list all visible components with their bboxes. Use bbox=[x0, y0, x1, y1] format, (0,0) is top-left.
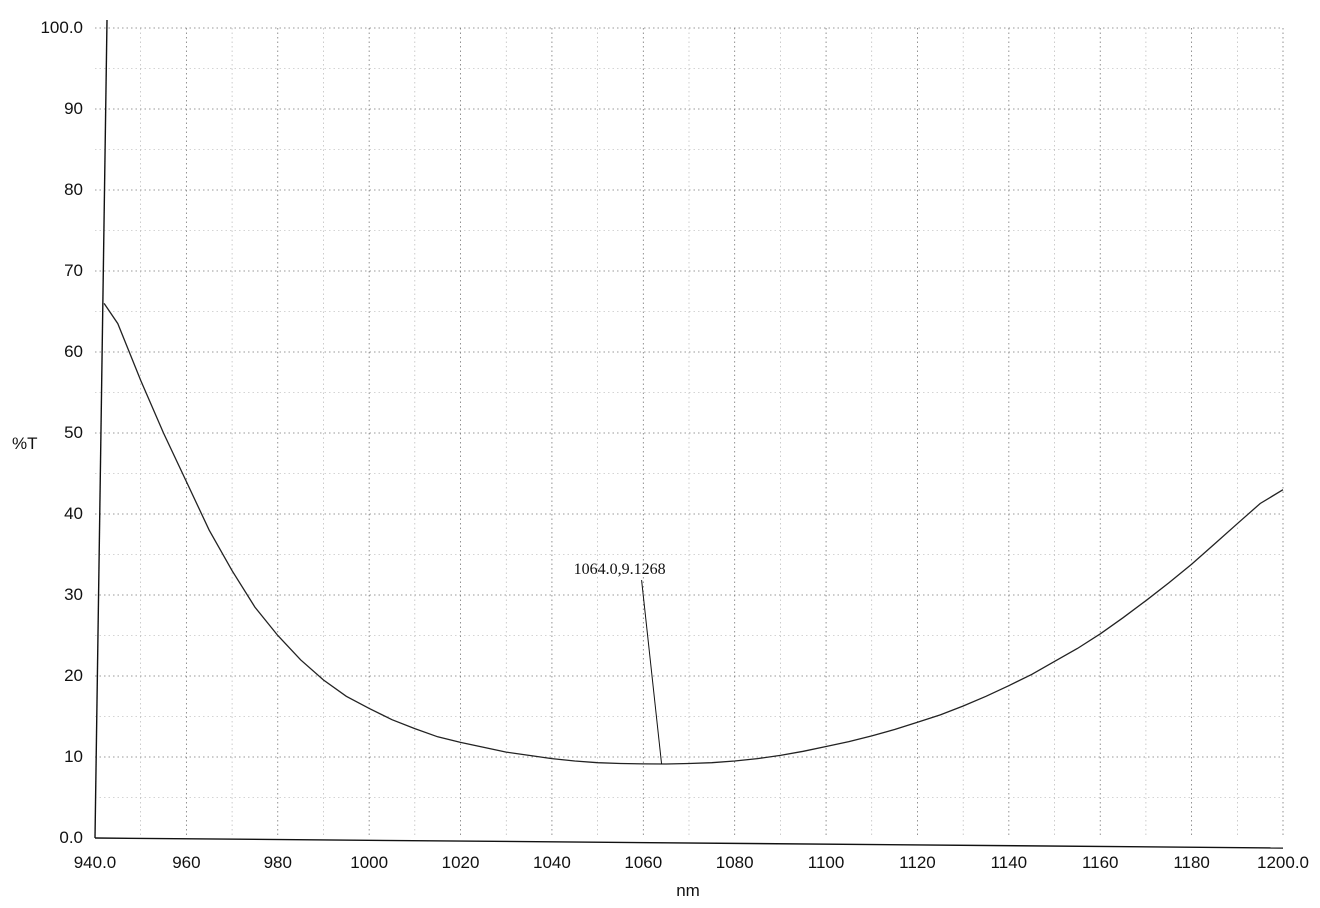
x-tick-label: 1140 bbox=[991, 853, 1028, 872]
x-tick-label: 1000 bbox=[350, 853, 388, 872]
x-tick-label: 1040 bbox=[533, 853, 571, 872]
series-group bbox=[103, 303, 1284, 765]
x-axis-line bbox=[94, 837, 1284, 849]
x-tick-label: 1020 bbox=[442, 853, 480, 872]
y-tick-label: 90 bbox=[64, 99, 83, 118]
y-tick-label: 100.0 bbox=[40, 18, 83, 37]
x-tick-label: 1120 bbox=[899, 853, 936, 872]
x-tick-label: 1100 bbox=[808, 853, 845, 872]
y-tick-label: 70 bbox=[64, 261, 83, 280]
y-tick-labels: 0.0 10 20 30 40 50 60 70 80 90 100.0 bbox=[40, 18, 83, 847]
y-tick-label: 60 bbox=[64, 342, 83, 361]
x-tick-label: 1060 bbox=[624, 853, 662, 872]
y-tick-label: 10 bbox=[64, 747, 83, 766]
x-tick-label: 980 bbox=[264, 853, 292, 872]
x-tick-label: 960 bbox=[172, 853, 200, 872]
x-axis-label: nm bbox=[676, 881, 700, 900]
y-axis-line bbox=[94, 19, 108, 839]
y-tick-label: 30 bbox=[64, 585, 83, 604]
grid bbox=[95, 27, 1284, 838]
y-axis-label: %T bbox=[12, 434, 38, 453]
annotations: 1064.0,9.1268 bbox=[574, 561, 666, 765]
x-tick-labels: 940.0 960 980 1000 1020 1040 1060 1080 1100 1120 1… bbox=[74, 853, 1309, 872]
x-tick-label: 1200.0 bbox=[1257, 853, 1309, 872]
x-tick-label: 1160 bbox=[1082, 853, 1119, 872]
annotation-leader-line bbox=[641, 580, 663, 765]
y-tick-label: 20 bbox=[64, 666, 83, 685]
y-tick-label: 80 bbox=[64, 180, 83, 199]
y-tick-label: 50 bbox=[64, 423, 83, 442]
y-tick-label: 0.0 bbox=[59, 828, 83, 847]
x-tick-label: 1180 bbox=[1173, 853, 1210, 872]
annotation-label: 1064.0,9.1268 bbox=[574, 561, 666, 578]
x-tick-label: 940.0 bbox=[74, 853, 117, 872]
x-tick-label: 1080 bbox=[716, 853, 754, 872]
y-tick-label: 40 bbox=[64, 504, 83, 523]
axes bbox=[94, 19, 1284, 849]
series-line-0 bbox=[103, 303, 1284, 765]
